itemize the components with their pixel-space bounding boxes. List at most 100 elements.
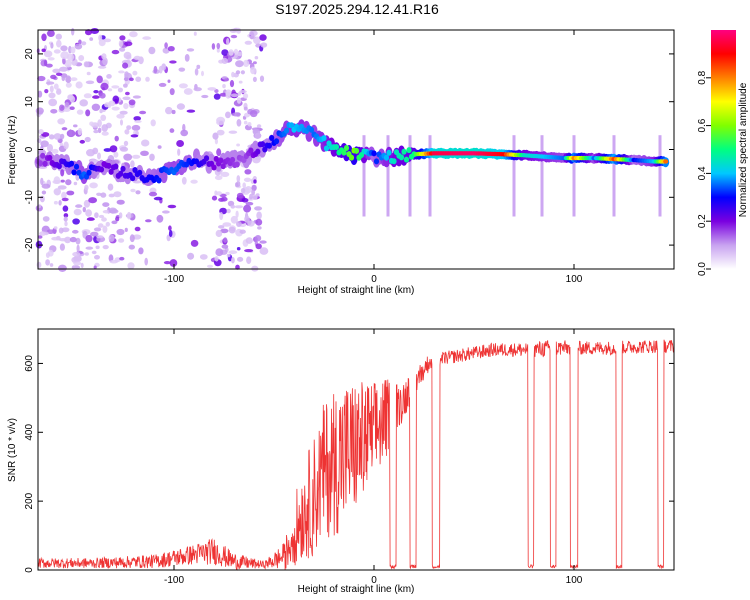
heatmap-ridge bbox=[34, 119, 670, 186]
noise-blob bbox=[236, 119, 242, 127]
noise-blob bbox=[84, 252, 89, 256]
noise-blob bbox=[168, 229, 173, 238]
noise-blob bbox=[190, 239, 199, 247]
noise-blob bbox=[101, 124, 108, 132]
noise-blob bbox=[53, 49, 61, 54]
noise-blob bbox=[142, 36, 152, 40]
noise-blob bbox=[85, 234, 93, 243]
noise-blob bbox=[73, 261, 82, 266]
noise-blob bbox=[59, 243, 65, 251]
noise-blob bbox=[233, 48, 239, 56]
vertical-streak bbox=[658, 135, 662, 217]
noise-blob bbox=[236, 143, 241, 147]
noise-blob bbox=[48, 92, 56, 99]
noise-blob bbox=[240, 187, 246, 194]
ridge-core bbox=[98, 166, 105, 173]
noise-blob bbox=[257, 226, 262, 230]
noise-blob bbox=[75, 81, 83, 89]
ridge-core bbox=[220, 163, 226, 170]
noise-blob bbox=[122, 62, 129, 69]
snr-series-line bbox=[37, 339, 675, 571]
noise-blob bbox=[100, 82, 109, 91]
ridge-core bbox=[266, 142, 272, 149]
noise-blob bbox=[254, 206, 263, 211]
noise-blob bbox=[85, 209, 92, 217]
noise-blob bbox=[112, 95, 120, 104]
noise-blob bbox=[211, 195, 218, 201]
noise-blob bbox=[226, 38, 230, 46]
noise-blob bbox=[36, 261, 42, 269]
noise-blob bbox=[244, 215, 250, 223]
ridge-core bbox=[323, 145, 330, 152]
noise-blob bbox=[259, 34, 267, 41]
ridge-core bbox=[341, 149, 347, 156]
ridge-core bbox=[269, 135, 275, 141]
noise-blob bbox=[245, 237, 253, 244]
noise-blob bbox=[237, 256, 244, 262]
noise-blob bbox=[224, 78, 229, 82]
ridge-core bbox=[248, 147, 254, 154]
ridge-core bbox=[130, 175, 136, 182]
noise-blob bbox=[45, 252, 50, 258]
noise-blob bbox=[244, 249, 254, 253]
x-tick-label: 0 bbox=[371, 575, 377, 586]
noise-blob bbox=[190, 179, 198, 184]
ridge-core bbox=[401, 148, 407, 155]
ridge-core bbox=[391, 158, 397, 165]
noise-blob bbox=[59, 142, 63, 147]
heatmap-vertical-streaks bbox=[362, 135, 662, 217]
noise-blob bbox=[139, 110, 147, 115]
snr-x-axis-label: Height of straight line (km) bbox=[298, 584, 415, 595]
noise-blob bbox=[108, 234, 115, 242]
noise-blob bbox=[66, 190, 75, 196]
noise-blob bbox=[72, 229, 79, 234]
noise-blob bbox=[61, 75, 66, 82]
noise-blob bbox=[38, 129, 44, 135]
y-tick-label: -10 bbox=[24, 190, 35, 205]
heatmap-y-ticks: -20 -10 0 10 20 bbox=[24, 48, 674, 252]
y-tick-label: 200 bbox=[24, 492, 35, 509]
noise-blob bbox=[216, 191, 222, 196]
ridge-core bbox=[288, 122, 295, 129]
x-tick-label: 100 bbox=[566, 575, 583, 586]
noise-blob bbox=[252, 61, 257, 65]
noise-blob bbox=[228, 250, 238, 255]
noise-blob bbox=[97, 223, 104, 228]
noise-blob bbox=[83, 61, 90, 68]
noise-blob bbox=[60, 179, 65, 183]
noise-blob bbox=[222, 222, 232, 227]
noise-blob bbox=[156, 214, 164, 223]
noise-blob bbox=[239, 90, 247, 94]
noise-blob bbox=[71, 27, 75, 36]
y-tick-label: 0 bbox=[24, 146, 35, 152]
ridge-core bbox=[203, 155, 210, 162]
noise-blob bbox=[254, 56, 259, 60]
noise-blob bbox=[44, 89, 49, 94]
noise-blob bbox=[235, 210, 239, 218]
noise-blob bbox=[109, 145, 118, 153]
noise-blob bbox=[249, 30, 258, 37]
noise-blob bbox=[194, 68, 199, 76]
ridge-core bbox=[40, 152, 46, 159]
ridge-core bbox=[353, 147, 360, 154]
noise-blob bbox=[126, 125, 132, 130]
noise-blob bbox=[45, 81, 55, 85]
noise-blob bbox=[181, 176, 187, 185]
noise-blob bbox=[221, 244, 229, 249]
noise-blob bbox=[72, 251, 81, 257]
snr-line-panel: -100 0 100 0 200 400 600 Height of straight l… bbox=[7, 328, 675, 595]
noise-blob bbox=[118, 238, 125, 243]
noise-blob bbox=[65, 82, 72, 88]
noise-blob bbox=[182, 123, 186, 132]
noise-blob bbox=[52, 68, 61, 74]
noise-blob bbox=[222, 84, 226, 89]
noise-blob bbox=[97, 65, 107, 69]
noise-blob bbox=[124, 129, 130, 135]
noise-blob bbox=[236, 175, 241, 183]
noise-blob bbox=[134, 226, 141, 232]
noise-blob bbox=[93, 129, 99, 134]
noise-blob bbox=[65, 179, 72, 186]
ridge-core bbox=[403, 156, 410, 163]
noise-blob bbox=[138, 247, 144, 255]
noise-blob bbox=[52, 179, 61, 184]
